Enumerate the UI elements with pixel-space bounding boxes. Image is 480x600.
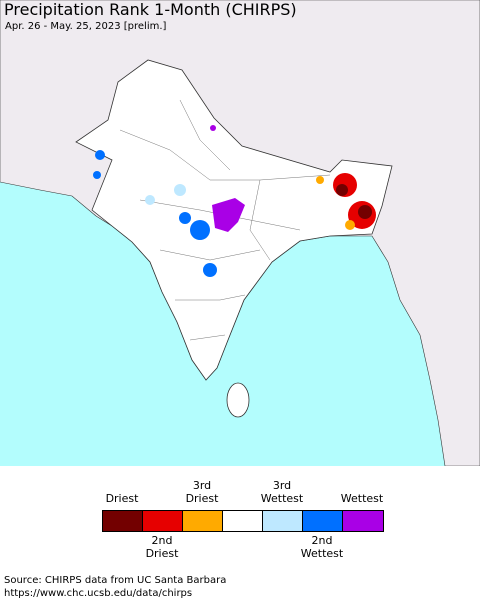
legend-label: Wettest — [340, 492, 384, 505]
legend-bar — [102, 510, 384, 532]
legend-label: 2nd Wettest — [300, 534, 344, 560]
source-text: Source: CHIRPS data from UC Santa Barbar… — [4, 575, 227, 586]
state-borders — [119, 99, 331, 341]
legend-label: 3rd Wettest — [260, 479, 304, 505]
legend-swatch — [343, 511, 383, 531]
legend-swatch — [223, 511, 263, 531]
legend-label: 2nd Driest — [145, 534, 179, 560]
sri-lanka — [226, 382, 250, 418]
legend-label: Driest — [105, 492, 139, 505]
legend-swatch — [303, 511, 343, 531]
source: Source: CHIRPS data from UC Santa Barbar… — [4, 574, 226, 600]
subtitle: Apr. 26 - May. 25, 2023 [prelim.] — [5, 21, 167, 32]
map — [0, 0, 480, 466]
legend-label: 3rd Driest — [185, 479, 219, 505]
legend-swatch — [103, 511, 143, 531]
legend-swatch — [183, 511, 223, 531]
legend-swatch — [143, 511, 183, 531]
legend-swatch — [263, 511, 303, 531]
title: Precipitation Rank 1-Month (CHIRPS) — [4, 0, 297, 19]
source-url: https://www.chc.ucsb.edu/data/chirps — [4, 588, 193, 599]
rank-patches — [93, 125, 376, 277]
